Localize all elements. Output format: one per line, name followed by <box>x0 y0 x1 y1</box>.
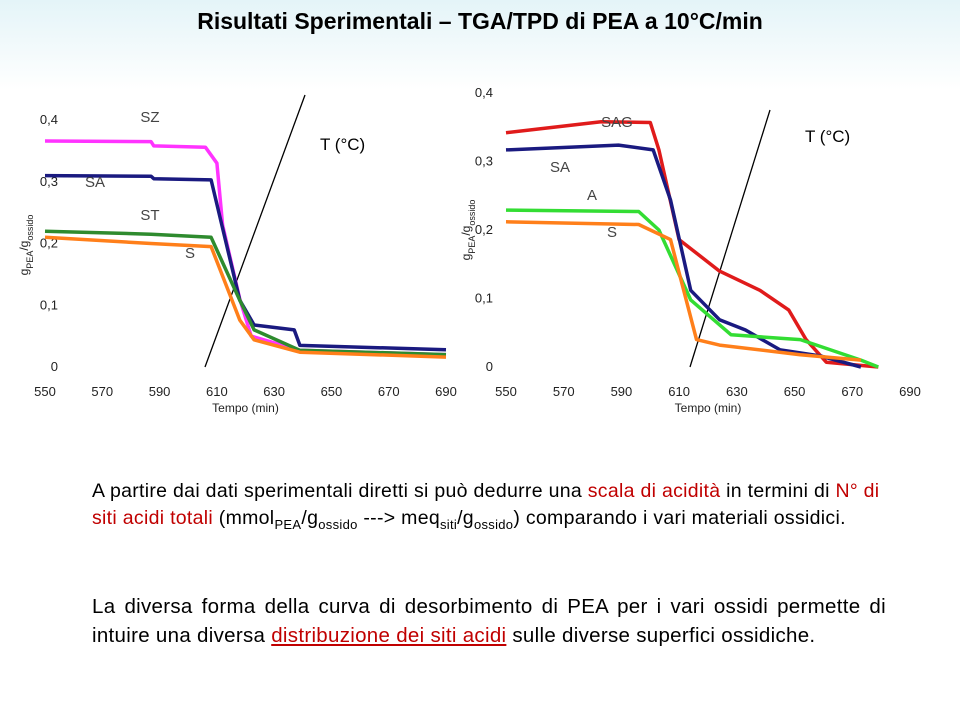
slide-title: Risultati Sperimentali – TGA/TPD di PEA … <box>197 8 763 34</box>
x-tick-label: 650 <box>784 384 806 399</box>
text-run: scala di acidità <box>587 480 721 502</box>
x-tick-label: 630 <box>263 384 285 399</box>
series-line <box>44 235 447 359</box>
x-tick-label: 570 <box>553 384 575 399</box>
text-run: ossido <box>318 516 358 532</box>
x-tick-label: 670 <box>378 384 400 399</box>
x-tick-label: 650 <box>321 384 343 399</box>
y-tick-label: 0 <box>486 359 493 374</box>
y-axis-label: gPEA/gossido <box>17 215 35 276</box>
x-tick-label: 690 <box>435 384 457 399</box>
paragraph: La diversa forma della curva di desorbim… <box>92 592 886 650</box>
charts: 0 0,1 0,2 0,3 0,4 550 570 590 610 630 650 670 690 Tem… <box>17 85 921 415</box>
y-tick-label: 0,2 <box>475 222 493 237</box>
text-run: N° di siti acidi totali <box>92 480 880 529</box>
y-axis-label-part: PEA <box>25 251 35 269</box>
x-tick-label: 570 <box>91 384 113 399</box>
text-run: /g <box>301 507 319 529</box>
text-run: La diversa forma della curva di desorbim… <box>92 595 886 647</box>
y-axis-label-part: /g <box>459 226 473 236</box>
text-run: ) comparando i vari materiali ossidici. <box>513 507 846 529</box>
y-tick-label: 0,3 <box>40 174 58 189</box>
series-label: S <box>607 224 617 241</box>
annotation: T (°C) <box>805 127 850 146</box>
text-run: siti <box>439 516 458 532</box>
text-run: ---> meq <box>357 507 440 529</box>
series-line <box>505 208 879 369</box>
x-tick-label: 550 <box>34 384 56 399</box>
text-run: /g <box>457 507 474 529</box>
y-tick-label: 0,3 <box>475 154 493 169</box>
y-axis-label-part: ossido <box>25 215 35 241</box>
text-run: sulle diverse superfici ossidiche. <box>506 624 816 647</box>
series-label: SAG <box>601 114 633 131</box>
y-axis-label-part: g <box>17 269 31 276</box>
x-tick-label: 590 <box>149 384 171 399</box>
y-tick-label: 0 <box>51 359 58 374</box>
series-line <box>505 220 862 362</box>
x-axis-label: Tempo (min) <box>212 401 279 415</box>
temperature-line <box>689 109 771 368</box>
series-label: ST <box>140 207 159 224</box>
annotation: T (°C) <box>320 135 365 154</box>
y-axis-label-part: g <box>459 254 473 261</box>
text-run: ossido <box>473 516 514 532</box>
text-run: (mmol <box>213 507 275 529</box>
y-tick-label: 0,1 <box>40 297 58 312</box>
text-run: A partire dai dati sperimentali diretti … <box>92 480 588 502</box>
x-tick-label: 670 <box>841 384 863 399</box>
x-tick-label: 630 <box>726 384 748 399</box>
series-line <box>505 143 862 369</box>
series-label: S <box>185 245 195 262</box>
y-axis-label: gPEA/gossido <box>459 200 477 261</box>
x-tick-label: 550 <box>495 384 517 399</box>
paragraph: A partire dai dati sperimentali diretti … <box>92 478 886 538</box>
x-tick-label: 590 <box>611 384 633 399</box>
series-label: SZ <box>140 109 159 126</box>
y-axis-label-part: /g <box>17 241 31 251</box>
series-line <box>44 139 447 357</box>
text-run: in termini di <box>720 480 836 502</box>
y-tick-label: 0,4 <box>475 85 493 100</box>
temperature-line <box>204 94 306 368</box>
series-line <box>44 173 447 352</box>
y-tick-label: 0,4 <box>40 112 58 127</box>
series-label: SA <box>85 174 105 191</box>
x-tick-label: 690 <box>899 384 921 399</box>
series-line <box>505 120 879 369</box>
series-label: A <box>587 187 597 204</box>
series-label: SA <box>550 159 570 176</box>
x-tick-label: 610 <box>668 384 690 399</box>
text-run: distribuzione dei siti acidi <box>271 624 507 647</box>
y-axis-label-part: ossido <box>467 200 477 226</box>
x-axis-label: Tempo (min) <box>675 401 742 415</box>
x-tick-label: 610 <box>206 384 228 399</box>
series-line <box>44 229 447 357</box>
y-tick-label: 0,1 <box>475 291 493 306</box>
text-run: PEA <box>274 516 302 532</box>
y-axis-label-part: PEA <box>467 236 477 254</box>
